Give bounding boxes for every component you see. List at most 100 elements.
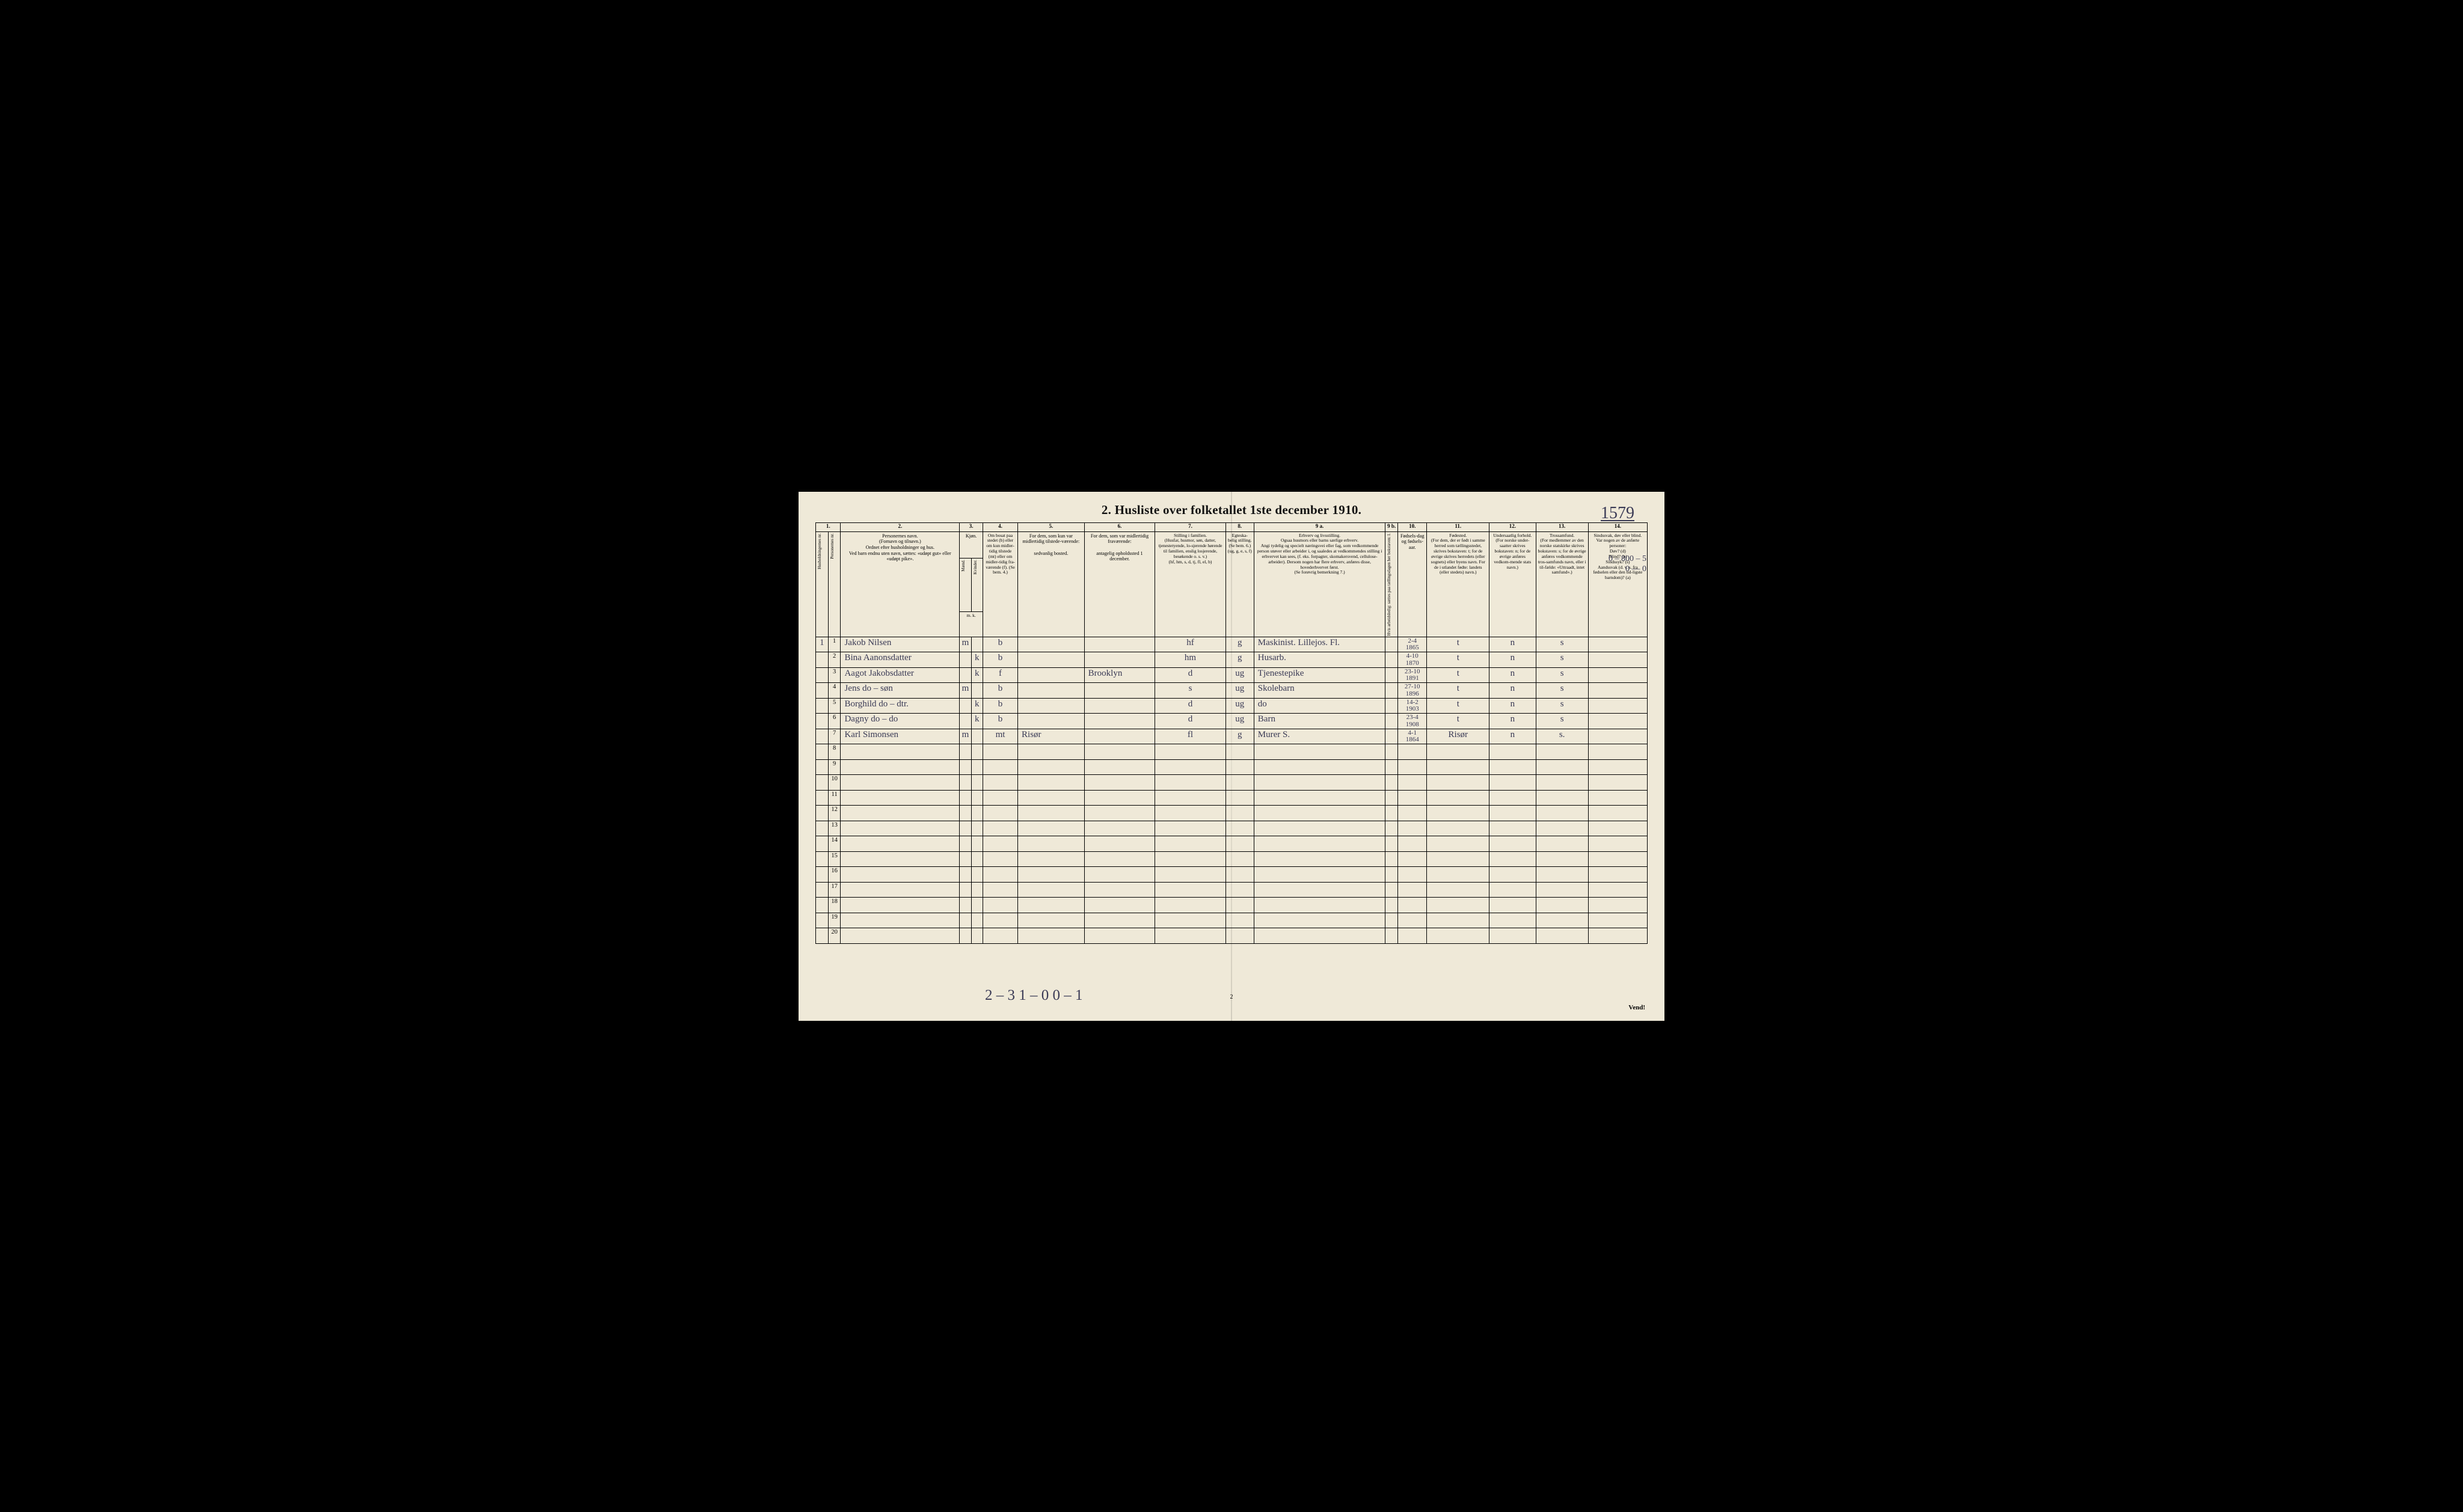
cell-empty xyxy=(1398,759,1427,775)
table-row: 5Borghild do – dtr.kbdugdo14-2 1903tns xyxy=(816,698,1648,714)
cell-empty xyxy=(1225,913,1254,928)
col-num: 4. xyxy=(983,522,1017,531)
cell-empty xyxy=(1084,928,1155,944)
cell-empty xyxy=(983,898,1017,913)
corner-annotation: 0 – 800 – 5 0 — 0 xyxy=(1609,554,1646,575)
col-header: Trossamfund. (For medlemmer av den norsk… xyxy=(1536,531,1588,637)
cell-empty xyxy=(1254,851,1385,867)
cell-empty xyxy=(841,775,960,791)
cell-sex-k: k xyxy=(971,714,983,729)
census-page: 2. Husliste over folketallet 1ste decemb… xyxy=(799,492,1664,1021)
cell-hus xyxy=(816,913,829,928)
cell-name: Karl Simonsen xyxy=(841,729,960,744)
cell-empty xyxy=(1254,821,1385,836)
col-header: Personernes nr. xyxy=(828,531,841,637)
cell-empty xyxy=(971,913,983,928)
col-header: Erhverv og livsstilling. Ogsaa husmors e… xyxy=(1254,531,1385,637)
col-subheader: Kvinder. xyxy=(971,558,983,611)
cell-empty xyxy=(960,836,971,852)
col-num: 13. xyxy=(1536,522,1588,531)
cell-hus xyxy=(816,806,829,821)
cell-person-num: 11 xyxy=(828,790,841,806)
cell-empty xyxy=(1084,775,1155,791)
cell-person-num: 1 xyxy=(828,637,841,652)
cell-empty xyxy=(1427,821,1489,836)
cell-empty xyxy=(1427,836,1489,852)
cell-empty xyxy=(1084,913,1155,928)
cell-religion: s xyxy=(1536,667,1588,683)
cell-empty xyxy=(1536,851,1588,867)
cell-name: Aagot Jakobsdatter xyxy=(841,667,960,683)
cell-hus xyxy=(816,652,829,668)
cell-occupation: Tjenestepike xyxy=(1254,667,1385,683)
cell-empty xyxy=(1225,928,1254,944)
cell-person-num: 19 xyxy=(828,913,841,928)
cell-empty xyxy=(983,913,1017,928)
cell-empty xyxy=(1225,867,1254,883)
cell-empty xyxy=(1536,867,1588,883)
cell-nationality: n xyxy=(1489,729,1536,744)
table-row-empty: 20 xyxy=(816,928,1648,944)
cell-religion: s xyxy=(1536,652,1588,668)
col-num: 8. xyxy=(1225,522,1254,531)
cell-temp-location xyxy=(1084,698,1155,714)
cell-hus xyxy=(816,698,829,714)
cell-empty xyxy=(1385,790,1398,806)
vend-label: Vend! xyxy=(1628,1004,1645,1011)
cell-person-num: 17 xyxy=(828,882,841,898)
cell-empty xyxy=(1398,882,1427,898)
cell-usual-residence xyxy=(1018,714,1085,729)
cell-empty xyxy=(1155,898,1226,913)
cell-empty xyxy=(1536,882,1588,898)
cell-empty xyxy=(1536,913,1588,928)
cell-empty xyxy=(1489,821,1536,836)
cell-marital: ug xyxy=(1225,714,1254,729)
cell-empty xyxy=(1155,913,1226,928)
cell-empty xyxy=(841,898,960,913)
cell-empty xyxy=(1155,867,1226,883)
table-row-empty: 13 xyxy=(816,821,1648,836)
cell-unemployed xyxy=(1385,667,1398,683)
cell-empty xyxy=(983,790,1017,806)
col-num: 1. xyxy=(816,522,841,531)
cell-disability xyxy=(1588,698,1647,714)
cell-empty xyxy=(1084,790,1155,806)
table-row: 2Bina AanonsdatterkbhmgHusarb.4-10 1870t… xyxy=(816,652,1648,668)
table-row-empty: 10 xyxy=(816,775,1648,791)
cell-empty xyxy=(971,821,983,836)
cell-empty xyxy=(1588,806,1647,821)
cell-empty xyxy=(1225,851,1254,867)
cell-empty xyxy=(1018,806,1085,821)
cell-empty xyxy=(1536,759,1588,775)
cell-hus xyxy=(816,683,829,699)
cell-occupation: Murer S. xyxy=(1254,729,1385,744)
cell-empty xyxy=(1588,744,1647,760)
cell-empty xyxy=(983,851,1017,867)
cell-empty xyxy=(1155,928,1226,944)
cell-sex-m xyxy=(960,698,971,714)
cell-empty xyxy=(971,790,983,806)
cell-empty xyxy=(960,790,971,806)
cell-residence-status: b xyxy=(983,683,1017,699)
cell-empty xyxy=(1398,806,1427,821)
cell-usual-residence xyxy=(1018,652,1085,668)
cell-empty xyxy=(1254,898,1385,913)
cell-empty xyxy=(1588,836,1647,852)
cell-family-position: d xyxy=(1155,714,1226,729)
cell-empty xyxy=(1254,759,1385,775)
cell-religion: s xyxy=(1536,683,1588,699)
cell-person-num: 3 xyxy=(828,667,841,683)
cell-empty xyxy=(1225,790,1254,806)
cell-empty xyxy=(1427,775,1489,791)
cell-name: Jens do – søn xyxy=(841,683,960,699)
table-row-empty: 8 xyxy=(816,744,1648,760)
col-header: For dem, som kun var midlertidig tilsted… xyxy=(1018,531,1085,637)
cell-empty xyxy=(983,836,1017,852)
cell-empty xyxy=(1385,913,1398,928)
table-row-empty: 14 xyxy=(816,836,1648,852)
table-row-empty: 12 xyxy=(816,806,1648,821)
col-num: 12. xyxy=(1489,522,1536,531)
cell-empty xyxy=(841,759,960,775)
cell-occupation: Skolebarn xyxy=(1254,683,1385,699)
cell-sex-m xyxy=(960,667,971,683)
